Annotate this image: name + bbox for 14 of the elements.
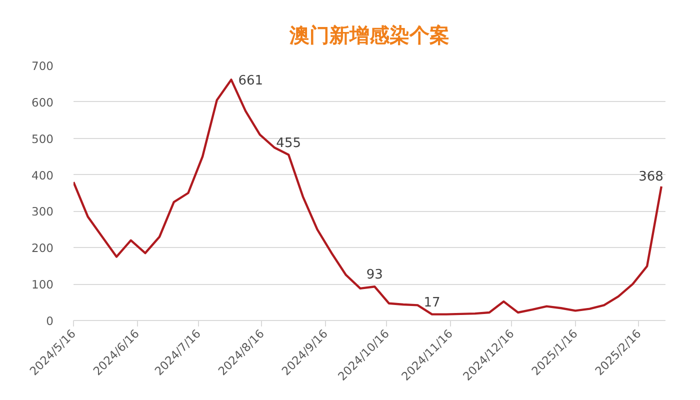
data-label: 455 [276,136,302,151]
y-tick-label: 200 [32,241,54,256]
y-tick-label: 400 [32,168,54,182]
y-tick-label: 100 [32,278,54,292]
chart-title: 澳门新增感染个案 [288,23,450,47]
y-tick-label: 300 [32,204,54,219]
data-label: 17 [424,295,440,310]
y-tick-label: 0 [46,314,54,328]
data-label: 93 [366,268,383,283]
data-label: 368 [638,169,664,184]
data-label: 661 [238,74,264,89]
y-tick-label: 600 [32,95,54,110]
y-tick-label: 500 [32,132,54,146]
y-tick-label: 700 [32,59,54,73]
